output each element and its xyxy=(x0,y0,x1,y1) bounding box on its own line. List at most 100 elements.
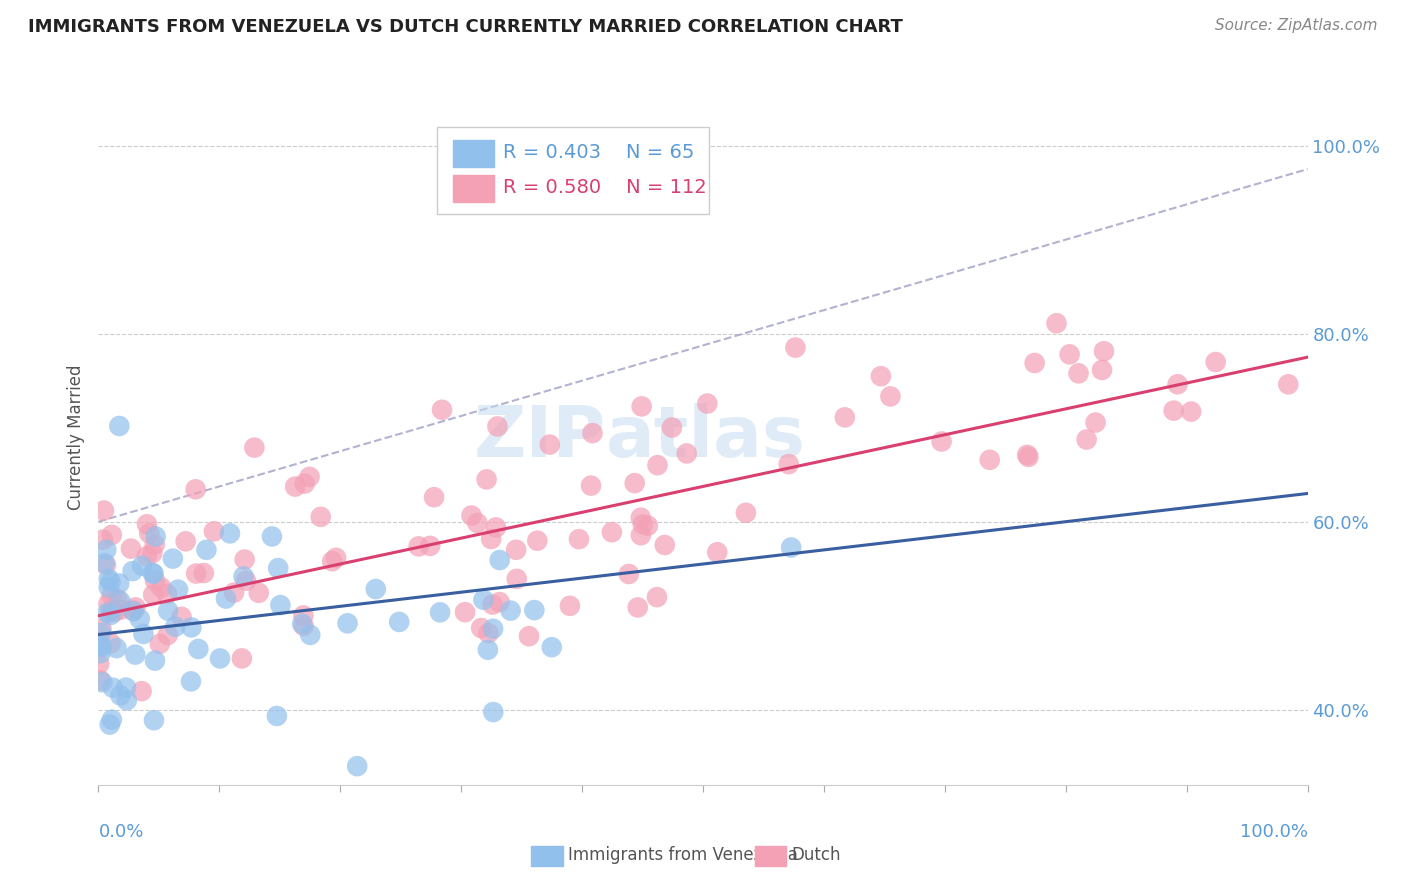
Point xyxy=(1076,433,1098,447)
Point xyxy=(778,457,800,471)
Point xyxy=(266,709,288,723)
Point xyxy=(184,483,207,497)
Point xyxy=(105,641,128,656)
Point xyxy=(292,608,315,623)
Point xyxy=(243,441,266,455)
Point xyxy=(103,605,125,619)
Point xyxy=(170,610,193,624)
Point xyxy=(180,620,202,634)
Point xyxy=(292,619,315,633)
Point xyxy=(90,626,112,640)
Text: 0.0%: 0.0% xyxy=(98,823,143,841)
Point xyxy=(423,490,446,504)
Point xyxy=(1163,403,1185,417)
Point xyxy=(100,636,122,650)
Point xyxy=(97,597,120,611)
Point xyxy=(637,518,659,533)
Point xyxy=(128,612,150,626)
Point xyxy=(645,590,668,604)
Point xyxy=(110,689,132,703)
Point xyxy=(124,648,146,662)
Point xyxy=(1045,316,1067,330)
Text: 100.0%: 100.0% xyxy=(1240,823,1308,841)
Point xyxy=(93,556,115,570)
Point xyxy=(1167,377,1189,392)
Point xyxy=(879,389,901,403)
Point xyxy=(174,534,197,549)
Point xyxy=(523,603,546,617)
Point xyxy=(505,542,527,557)
Point xyxy=(298,470,321,484)
Point xyxy=(231,651,253,665)
Point xyxy=(149,637,172,651)
Point xyxy=(93,503,115,517)
Point xyxy=(654,538,676,552)
Point xyxy=(294,476,316,491)
Text: IMMIGRANTS FROM VENEZUELA VS DUTCH CURRENTLY MARRIED CORRELATION CHART: IMMIGRANTS FROM VENEZUELA VS DUTCH CURRE… xyxy=(28,18,903,36)
Point xyxy=(115,693,138,707)
Text: R = 0.580    N = 112: R = 0.580 N = 112 xyxy=(503,178,707,197)
Point xyxy=(540,640,562,655)
Point xyxy=(135,549,157,564)
Point xyxy=(785,341,807,355)
Point xyxy=(488,595,510,609)
Point xyxy=(488,553,510,567)
FancyBboxPatch shape xyxy=(453,175,494,202)
Point xyxy=(617,566,640,581)
Point xyxy=(408,540,430,554)
Point xyxy=(482,622,505,636)
Point xyxy=(101,713,124,727)
Point xyxy=(460,508,482,523)
Text: R = 0.403    N = 65: R = 0.403 N = 65 xyxy=(503,143,695,162)
Point xyxy=(506,572,529,586)
Point xyxy=(136,517,159,532)
Point xyxy=(122,603,145,617)
Point xyxy=(131,684,153,698)
Point xyxy=(167,582,190,597)
Point xyxy=(110,602,132,616)
Point xyxy=(834,410,856,425)
FancyBboxPatch shape xyxy=(755,847,786,866)
Point xyxy=(600,525,623,540)
Point xyxy=(98,717,121,731)
Point xyxy=(1277,377,1299,392)
Point xyxy=(485,520,508,534)
Point xyxy=(108,419,131,434)
Point xyxy=(162,551,184,566)
Point xyxy=(219,526,242,541)
FancyBboxPatch shape xyxy=(453,140,494,167)
Point xyxy=(193,566,215,580)
Point xyxy=(870,369,893,384)
Point xyxy=(1091,363,1114,377)
Point xyxy=(124,600,146,615)
Point xyxy=(388,615,411,629)
Point xyxy=(429,605,451,619)
Point xyxy=(470,621,492,635)
Point xyxy=(477,642,499,657)
Point xyxy=(346,759,368,773)
Point xyxy=(284,480,307,494)
Point xyxy=(143,713,166,727)
Point xyxy=(235,574,257,588)
Point xyxy=(267,561,290,575)
Point xyxy=(91,675,114,690)
Point xyxy=(467,516,489,530)
Point xyxy=(187,642,209,657)
Point xyxy=(630,400,652,414)
Point xyxy=(142,566,165,581)
Point xyxy=(979,453,1001,467)
Point xyxy=(195,542,218,557)
Point xyxy=(142,588,165,602)
Point xyxy=(558,599,581,613)
Point xyxy=(138,526,160,541)
Point xyxy=(325,550,347,565)
Point xyxy=(454,605,477,619)
Point xyxy=(91,640,114,654)
Point xyxy=(100,603,122,617)
Point xyxy=(96,606,118,620)
Point xyxy=(1067,367,1090,381)
Point xyxy=(780,541,803,555)
Point xyxy=(180,674,202,689)
Point xyxy=(90,646,112,660)
Text: ZIP: ZIP xyxy=(474,402,606,472)
